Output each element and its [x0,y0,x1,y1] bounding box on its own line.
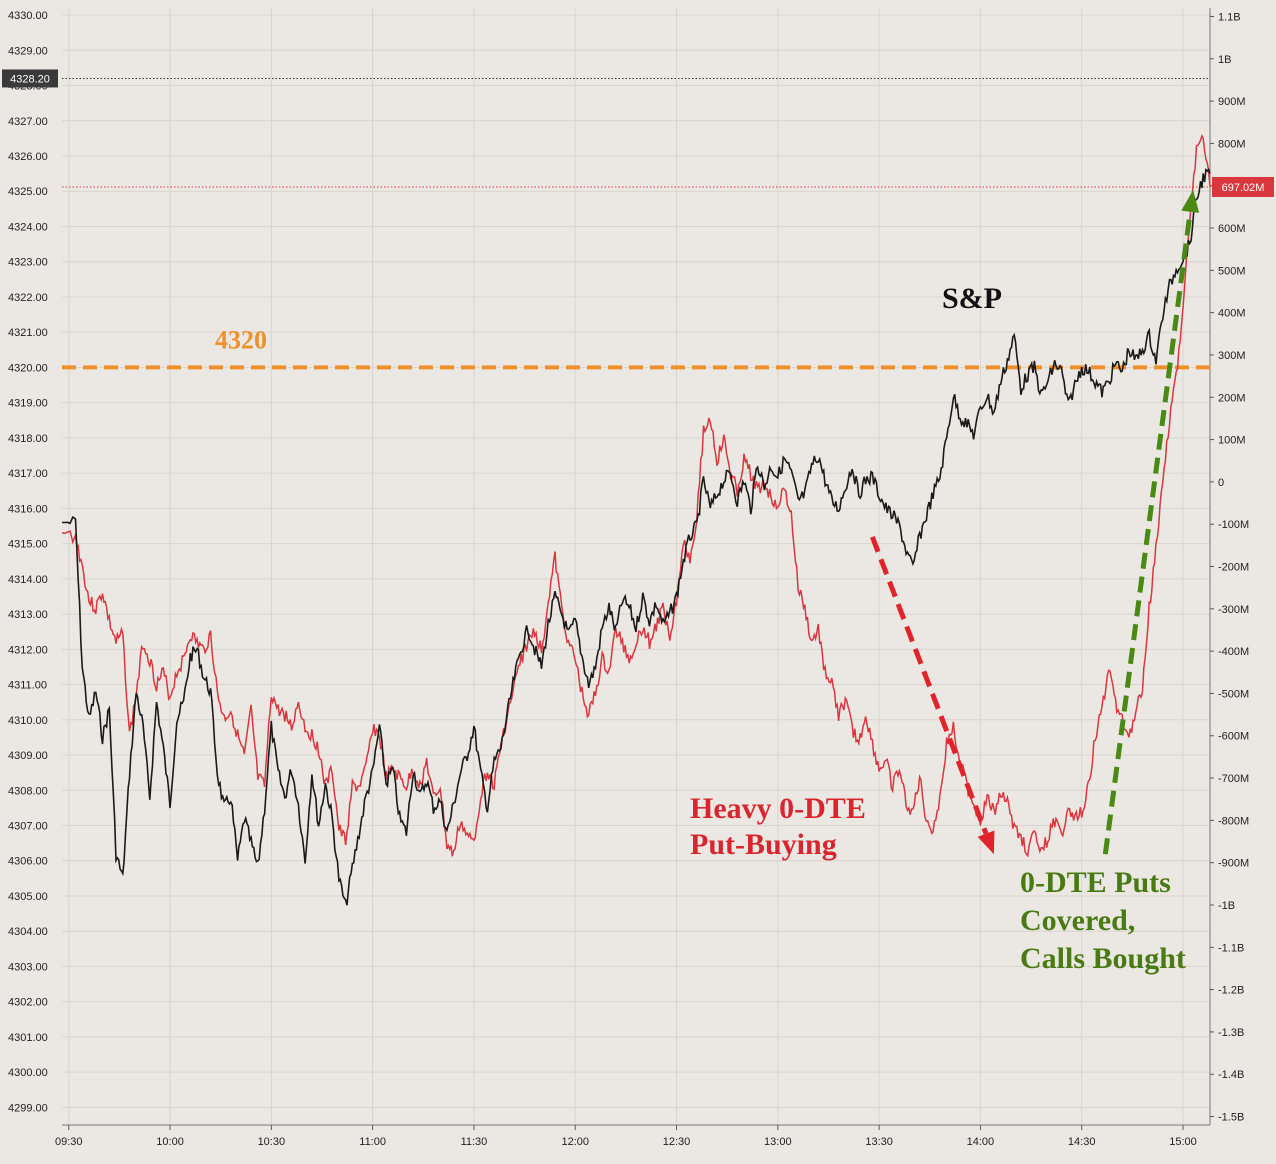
left-tick-label: 4327.00 [8,116,48,128]
left-tick-label: 4312.00 [8,644,48,656]
right-tick-label: -100M [1218,519,1249,531]
right-tick-label: -1.2B [1218,985,1244,997]
left-tick-label: 4310.00 [8,715,48,727]
left-tick-label: 4318.00 [8,433,48,445]
last-price-badge [2,69,58,88]
x-tick-label: 14:30 [1068,1136,1096,1148]
left-tick-label: 4322.00 [8,292,48,304]
right-tick-label: -1.5B [1218,1112,1244,1124]
left-tick-label: 4308.00 [8,785,48,797]
x-tick-label: 15:00 [1169,1136,1197,1148]
x-tick-label: 11:00 [359,1136,386,1148]
left-tick-label: 4302.00 [8,997,48,1009]
left-tick-label: 4314.00 [8,574,48,586]
calls-bought-arrow [1102,211,1193,855]
right-tick-label: 900M [1218,96,1246,108]
left-axis: 4330.004329.004328.004327.004326.004325.… [8,10,48,1114]
x-tick-label: 12:00 [561,1136,589,1148]
x-tick-label: 13:00 [764,1136,792,1148]
series-line-flow [61,134,1211,858]
put-buying-arrow [870,535,989,835]
left-tick-label: 4330.00 [8,10,48,22]
x-tick-label: 12:30 [663,1136,691,1148]
series-line-sp [62,167,1211,906]
left-tick-label: 4317.00 [8,468,48,480]
left-tick-label: 4324.00 [8,221,48,233]
left-tick-label: 4321.00 [8,327,48,339]
left-tick-label: 4307.00 [8,820,48,832]
annotation-0: S&P [942,282,1002,315]
right-tick-label: 400M [1218,308,1246,320]
last-volume-label: 697.02M [1222,182,1265,194]
right-tick-label: -1.1B [1218,942,1244,954]
right-tick-label: 100M [1218,435,1246,447]
right-tick-label: -700M [1218,773,1249,785]
reference-line-label: 4320 [215,325,267,354]
x-tick-label: 10:30 [258,1136,286,1148]
left-tick-label: 4313.00 [8,609,48,621]
right-tick-label: 0 [1218,477,1224,489]
last-volume-badge [1212,176,1274,197]
right-tick-label: 800M [1218,138,1246,150]
left-tick-label: 4301.00 [8,1032,48,1044]
x-tick-label: 11:30 [461,1136,488,1148]
right-tick-label: 300M [1218,350,1246,362]
x-tick-label: 10:00 [156,1136,184,1148]
left-tick-label: 4319.00 [8,398,48,410]
right-tick-label: 200M [1218,392,1246,404]
left-tick-label: 4306.00 [8,856,48,868]
left-tick-label: 4320.00 [8,362,48,374]
right-tick-label: 1B [1218,54,1231,66]
right-tick-label: -400M [1218,646,1249,658]
left-tick-label: 4315.00 [8,539,48,551]
right-tick-label: -600M [1218,731,1249,743]
right-tick-label: -1.3B [1218,1027,1244,1039]
right-tick-label: 500M [1218,265,1246,277]
left-tick-label: 4326.00 [8,151,48,163]
left-tick-label: 4304.00 [8,926,48,938]
right-tick-label: 1.1B [1218,11,1241,23]
left-tick-label: 4299.00 [8,1102,48,1114]
left-tick-label: 4300.00 [8,1067,48,1079]
put-buying-arrow-head [977,830,995,855]
right-tick-label: -1B [1218,900,1235,912]
left-tick-label: 4309.00 [8,750,48,762]
left-tick-label: 4329.00 [8,45,48,57]
last-price-label: 4328.20 [10,73,50,85]
left-tick-label: 4305.00 [8,891,48,903]
right-tick-label: -800M [1218,815,1249,827]
x-tick-label: 13:30 [865,1136,893,1148]
right-tick-label: -900M [1218,858,1249,870]
annotation-2: 0-DTE Puts Covered, Calls Bought [1020,866,1186,975]
x-axis: 09:30 10:00 10:30 11:00 11:30 12:00 12:30 13:00… [55,1124,1210,1148]
left-tick-label: 4311.00 [8,680,47,692]
right-tick-label: -1.4B [1218,1069,1244,1081]
left-tick-label: 4325.00 [8,186,48,198]
right-tick-label: -200M [1218,562,1249,574]
x-tick-label: 14:00 [967,1136,995,1148]
trend-arrows [870,189,1200,855]
left-tick-label: 4303.00 [8,961,48,973]
right-tick-label: -500M [1218,688,1249,700]
left-tick-label: 4323.00 [8,257,48,269]
x-tick-label: 09:30 [55,1136,83,1148]
annotation-1: Heavy 0-DTE Put-Buying [690,792,866,861]
plot-area [60,8,1210,1125]
right-axis: 1.1B1B900M800M700M600M500M400M300M200M10… [1209,8,1249,1125]
calls-bought-arrow-head [1181,189,1200,213]
left-tick-label: 4316.00 [8,503,48,515]
annotations: S&P Heavy 0-DTE Put-Buying 0-DTE Puts Covere… [690,282,1186,975]
right-tick-label: 600M [1218,223,1246,235]
right-tick-label: -300M [1218,604,1249,616]
value-badges: 4328.20 697.02M [2,69,1274,197]
